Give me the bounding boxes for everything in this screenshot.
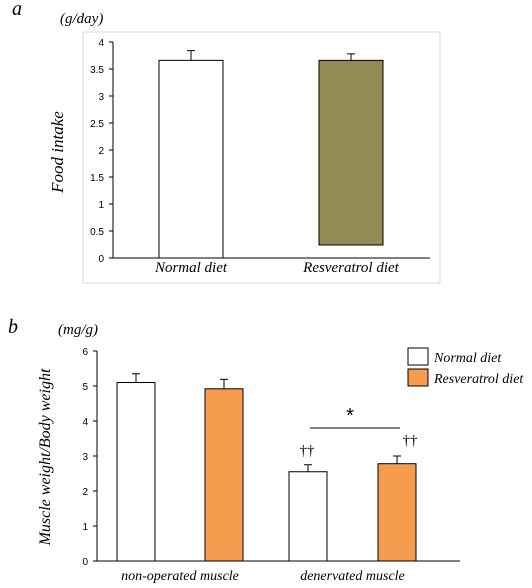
panel-b-bar-resveratrol-diet-non-operated-muscle [204,388,244,562]
panel-b-y-tick-label: 3 [82,452,88,463]
panel-b-bar-normal-diet-denervated-muscle [288,471,328,562]
panel-a-y-tick-label: 2 [98,146,104,157]
legend-swatch-normal-diet [407,347,429,366]
panel-a-category-label: Normal diet [154,260,228,276]
panel-a-y-tick-label: 2.5 [90,119,104,130]
panel-b-category-label: denervated muscle [300,569,405,584]
significance-asterisk: * [346,405,354,427]
panel-b-y-tick-label: 0 [82,557,88,568]
panel-a-unit-label: (g/day) [60,11,103,27]
panel-a-y-tick-label: 1.5 [90,173,104,184]
panel-a-y-tick-label: 3 [98,92,104,103]
panel-a-y-tick-label: 1 [98,200,104,211]
legend-label-resveratrol-diet: Resveratrol diet [433,372,524,387]
panel-b-y-tick-label: 1 [82,522,88,533]
panel-b-y-tick-label: 2 [82,487,88,498]
panel-b-y-tick-label: 4 [82,417,88,428]
panel-a-bar-normal-diet [158,59,224,259]
legend-swatch-resveratrol-diet [407,368,429,387]
panel-a-bar-resveratrol-diet [318,59,384,246]
panel-a-y-axis-label: Food intake [48,111,67,194]
dagger-normal-denervated: †† [300,443,316,459]
dagger-resveratrol-denervated: †† [403,433,419,449]
panel-label-a: a [12,0,22,20]
legend-label-normal-diet: Normal diet [433,351,502,366]
panel-b-unit-label: (mg/g) [58,322,98,338]
panel-b-bar-resveratrol-diet-denervated-muscle [377,463,417,562]
legend: Normal diet Resveratrol diet [407,347,524,387]
panel-b-y-tick-label: 6 [82,347,88,358]
panel-b-y-tick-label: 5 [82,382,88,393]
panel-a-y-tick-label: 4 [98,38,104,49]
panel-a-y-tick-label: 0.5 [90,227,104,238]
panel-label-b: b [8,316,18,338]
panel-b-y-axis-label: Muscle weight/Body weight [37,368,54,546]
panel-b-category-label: non-operated muscle [121,569,239,584]
panel-b-bar-normal-diet-non-operated-muscle [116,382,156,562]
panel-a-y-tick-label: 3.5 [90,65,104,76]
panel-a-plot-frame [82,31,441,284]
panel-a-y-tick-label: 0 [98,254,104,265]
panel-a-category-label: Resveratrol diet [302,260,400,276]
